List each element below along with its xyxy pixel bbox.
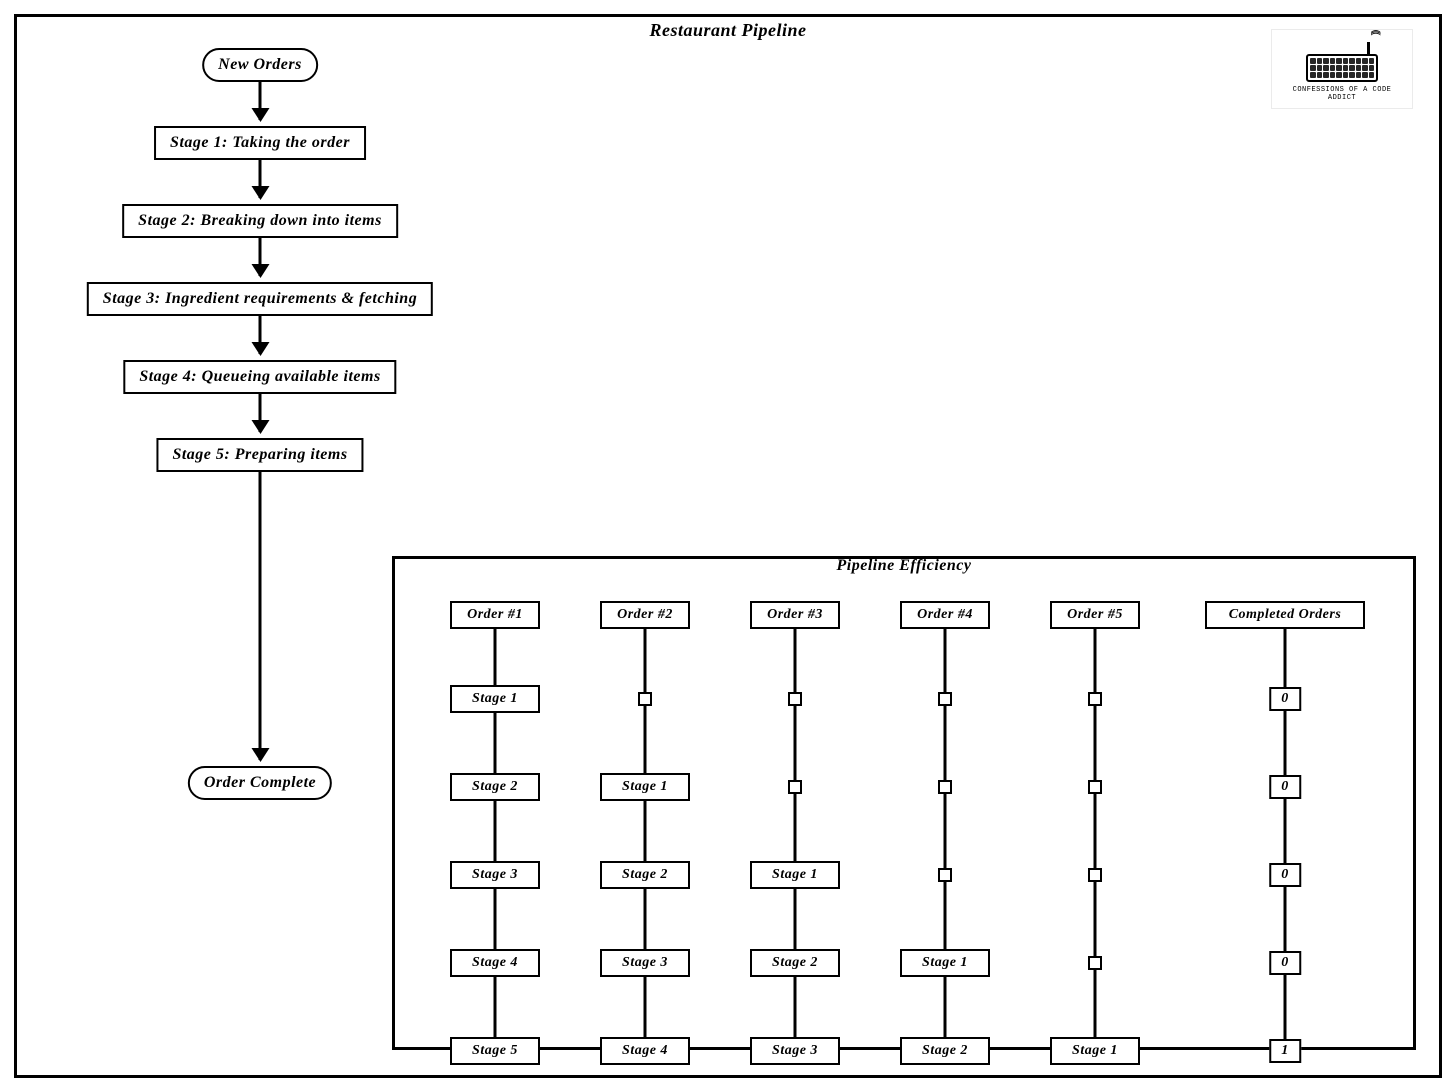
lane-3-empty-1 bbox=[938, 780, 952, 794]
lane-2-cell-3: Stage 2 bbox=[750, 949, 840, 977]
completed-count-row-1: 0 bbox=[1269, 775, 1301, 799]
lane-3-empty-2 bbox=[938, 868, 952, 882]
keyboard-icon bbox=[1306, 54, 1378, 82]
lane-header-4: Order #5 bbox=[1050, 601, 1140, 629]
lane-1-cell-1: Stage 1 bbox=[600, 773, 690, 801]
lane-header-2: Order #3 bbox=[750, 601, 840, 629]
lane-0-cell-2: Stage 3 bbox=[450, 861, 540, 889]
completed-count-row-4: 1 bbox=[1269, 1039, 1301, 1063]
completed-count-row-2: 0 bbox=[1269, 863, 1301, 887]
lane-2-cell-4: Stage 3 bbox=[750, 1037, 840, 1065]
lane-2-empty-1 bbox=[788, 780, 802, 794]
panel-title: Pipeline Efficiency bbox=[837, 557, 972, 575]
diagram-title: Restaurant Pipeline bbox=[649, 20, 806, 41]
lane-0-cell-0: Stage 1 bbox=[450, 685, 540, 713]
lane-header-3: Order #4 bbox=[900, 601, 990, 629]
pipeline-arrow-1 bbox=[259, 160, 262, 198]
pipeline-arrow-4 bbox=[259, 394, 262, 432]
lane-4-empty-2 bbox=[1088, 868, 1102, 882]
pipeline-arrow-2 bbox=[259, 238, 262, 276]
lane-1-cell-4: Stage 4 bbox=[600, 1037, 690, 1065]
lane-2-cell-2: Stage 1 bbox=[750, 861, 840, 889]
pipeline-node-stage5: Stage 5: Preparing items bbox=[156, 438, 363, 472]
pipeline-node-stage2: Stage 2: Breaking down into items bbox=[122, 204, 398, 238]
pipeline-node-stage1: Stage 1: Taking the order bbox=[154, 126, 366, 160]
pipeline-node-stage3: Stage 3: Ingredient requirements & fetch… bbox=[87, 282, 433, 316]
lane-3-empty-0 bbox=[938, 692, 952, 706]
lane-4-empty-1 bbox=[1088, 780, 1102, 794]
completed-count-row-3: 0 bbox=[1269, 951, 1301, 975]
lane-0-cell-4: Stage 5 bbox=[450, 1037, 540, 1065]
lane-1-empty-0 bbox=[638, 692, 652, 706]
pipeline-arrow-0 bbox=[259, 82, 262, 120]
lane-1-cell-2: Stage 2 bbox=[600, 861, 690, 889]
lane-3-cell-4: Stage 2 bbox=[900, 1037, 990, 1065]
pipeline-node-complete: Order Complete bbox=[188, 766, 332, 800]
lane-3-cell-3: Stage 1 bbox=[900, 949, 990, 977]
lane-4-empty-3 bbox=[1088, 956, 1102, 970]
lane-4-cell-4: Stage 1 bbox=[1050, 1037, 1140, 1065]
diagram-stage: Restaurant Pipeline New Orders Stage 1: T… bbox=[0, 0, 1456, 1092]
lane-1-cell-3: Stage 3 bbox=[600, 949, 690, 977]
lane-header-0: Order #1 bbox=[450, 601, 540, 629]
lane-header-1: Order #2 bbox=[600, 601, 690, 629]
wifi-icon bbox=[1284, 40, 1400, 54]
pipeline-arrow-5 bbox=[259, 472, 262, 760]
efficiency-panel: Pipeline Efficiency Order #1 Stage 1 Stage… bbox=[392, 556, 1416, 1050]
pipeline-node-new-orders: New Orders bbox=[202, 48, 318, 82]
logo-card: CONFESSIONS OF A CODE ADDICT bbox=[1272, 30, 1412, 108]
lane-2-empty-0 bbox=[788, 692, 802, 706]
pipeline-node-stage4: Stage 4: Queueing available items bbox=[123, 360, 396, 394]
logo-caption: CONFESSIONS OF A CODE ADDICT bbox=[1284, 86, 1400, 102]
lane-4-empty-0 bbox=[1088, 692, 1102, 706]
lane-0-cell-3: Stage 4 bbox=[450, 949, 540, 977]
pipeline-arrow-3 bbox=[259, 316, 262, 354]
completed-count-row-0: 0 bbox=[1269, 687, 1301, 711]
lane-header-5: Completed Orders bbox=[1205, 601, 1365, 629]
lane-0-cell-1: Stage 2 bbox=[450, 773, 540, 801]
